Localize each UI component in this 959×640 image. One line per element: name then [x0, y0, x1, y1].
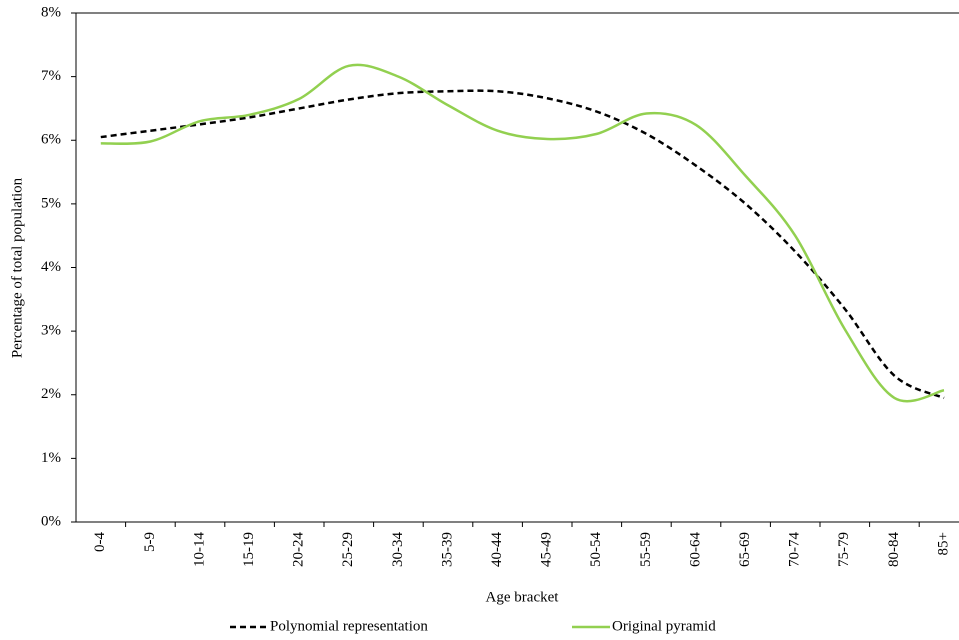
- x-tick-label: 15-19: [241, 532, 257, 567]
- x-tick-label: 65-69: [737, 532, 753, 567]
- x-tick-label: 60-64: [687, 532, 703, 567]
- x-tick-label: 25-29: [340, 532, 356, 567]
- x-tick-label: 20-24: [291, 532, 307, 567]
- y-tick-label: 4%: [41, 259, 61, 275]
- x-tick-label: 35-39: [439, 532, 455, 567]
- x-tick-label: 75-79: [836, 532, 852, 567]
- series-line: [100, 63, 945, 403]
- x-tick-label: 50-54: [588, 532, 604, 567]
- x-tick-label: 5-9: [142, 532, 158, 552]
- x-tick-label: 45-49: [539, 532, 555, 567]
- y-tick-label: 6%: [41, 132, 61, 148]
- y-tick-label: 1%: [41, 450, 61, 466]
- series-line: [100, 89, 945, 400]
- y-axis-title: Percentage of total population: [9, 177, 25, 358]
- x-tick-label: 70-74: [787, 532, 803, 567]
- y-tick-label: 8%: [41, 4, 61, 20]
- y-tick-label: 5%: [41, 195, 61, 211]
- y-tick-label: 2%: [41, 386, 61, 402]
- y-tick-label: 3%: [41, 323, 61, 339]
- legend-label: Original pyramid: [612, 618, 716, 634]
- x-tick-label: 40-44: [489, 532, 505, 567]
- x-tick-label: 10-14: [191, 532, 207, 567]
- x-tick-label: 30-34: [390, 532, 406, 567]
- x-tick-label: 55-59: [638, 532, 654, 567]
- y-tick-label: 0%: [41, 513, 61, 529]
- x-tick-label: 0-4: [92, 532, 108, 552]
- x-axis-title: Age bracket: [486, 589, 560, 605]
- x-tick-label: 85+: [935, 532, 951, 555]
- y-tick-label: 7%: [41, 68, 61, 84]
- legend-label: Polynomial representation: [270, 618, 428, 634]
- x-tick-label: 80-84: [886, 532, 902, 567]
